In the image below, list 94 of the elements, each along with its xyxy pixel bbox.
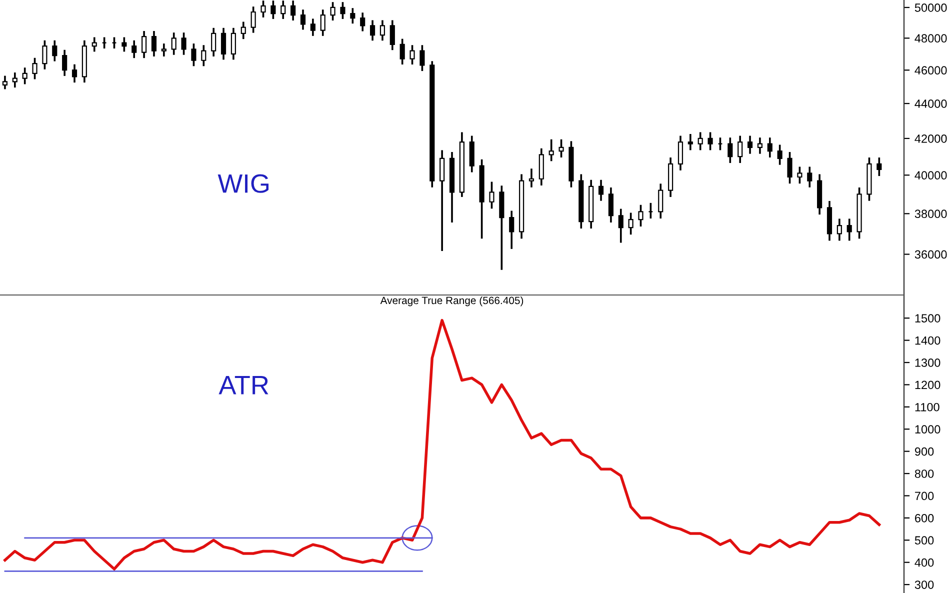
candlestick xyxy=(52,40,58,62)
y-tick-label: 800 xyxy=(914,470,934,478)
y-tick-label: 1300 xyxy=(915,358,940,367)
candlestick xyxy=(151,31,157,56)
candlestick xyxy=(320,10,326,36)
candlestick xyxy=(390,20,395,50)
y-tick-label: 36000 xyxy=(914,250,947,259)
candlestick xyxy=(807,166,812,188)
annotation: WIG xyxy=(218,174,268,193)
candlestick xyxy=(32,58,38,80)
candlestick xyxy=(290,0,296,20)
candlestick xyxy=(777,144,782,165)
candlestick xyxy=(2,76,8,90)
y-tick-label: 1400 xyxy=(915,336,940,345)
candlestick xyxy=(767,138,772,158)
candlestick xyxy=(340,2,346,19)
candlestick xyxy=(191,44,196,66)
candlestick xyxy=(240,22,246,40)
y-tick-label: 1500 xyxy=(915,314,940,322)
y-tick-label: 46000 xyxy=(914,66,947,75)
candlestick xyxy=(558,139,564,158)
candlestick xyxy=(598,180,604,201)
candlestick xyxy=(728,138,733,163)
candlestick xyxy=(22,68,28,84)
candlestick xyxy=(350,8,356,24)
candlestick xyxy=(678,136,684,170)
candlestick xyxy=(260,0,266,18)
candlestick xyxy=(489,182,494,209)
y-tick-label: 50000 xyxy=(914,4,947,12)
candlestick xyxy=(220,28,226,60)
candlestick xyxy=(608,187,614,222)
candlestick xyxy=(708,132,713,150)
candlestick xyxy=(370,20,376,41)
y-tick-label: 40000 xyxy=(914,171,947,180)
candlestick xyxy=(142,31,147,58)
candlestick xyxy=(876,157,882,176)
y-tick-label: 1000 xyxy=(915,425,940,434)
candlestick xyxy=(757,138,762,154)
candlestick xyxy=(628,212,634,235)
candlestick xyxy=(161,44,166,56)
candlestick xyxy=(797,166,802,184)
candlestick xyxy=(280,0,286,19)
candlestick xyxy=(132,40,137,58)
candlestick xyxy=(62,50,68,76)
candlestick xyxy=(787,152,792,184)
candlestick xyxy=(92,37,97,52)
candlestick xyxy=(548,139,554,162)
y-tick-label: 500 xyxy=(914,536,934,545)
candlestick xyxy=(528,168,534,188)
y-tick-label: 300 xyxy=(914,580,934,589)
candlestick xyxy=(420,45,425,72)
candlestick xyxy=(72,64,78,83)
candlestick xyxy=(738,136,743,163)
candlestick xyxy=(250,6,256,33)
candlestick xyxy=(638,204,644,227)
y-tick-label: 1200 xyxy=(915,380,940,390)
candlestick xyxy=(846,218,852,241)
candlestick xyxy=(42,40,48,70)
y-tick-label: 700 xyxy=(915,492,934,500)
candlestick xyxy=(380,20,386,41)
candlestick xyxy=(509,210,514,249)
annotation: ATR xyxy=(218,376,268,394)
candlestick xyxy=(330,2,336,20)
chart-title: Average True Range (566.405) xyxy=(380,296,524,306)
candlestick xyxy=(688,134,693,150)
candlestick xyxy=(211,28,216,56)
candlestick xyxy=(270,0,276,19)
candlestick xyxy=(618,208,624,243)
y-tick-label: 400 xyxy=(914,558,934,567)
candlestick xyxy=(410,45,415,65)
line-series xyxy=(4,318,881,570)
y-tick-label: 42000 xyxy=(914,134,947,143)
candlestick xyxy=(12,72,18,88)
candlestick xyxy=(181,32,186,55)
candlestick xyxy=(698,132,703,150)
candlestick xyxy=(836,218,842,241)
y-tick-label: 1100 xyxy=(915,402,940,412)
y-tick-label: 38000 xyxy=(914,210,947,218)
candlestick xyxy=(400,38,405,65)
y-tick-label: 44000 xyxy=(914,100,947,108)
candlestick xyxy=(310,18,316,36)
candlestick xyxy=(658,184,664,219)
candlestick xyxy=(230,28,236,60)
candlestick xyxy=(171,32,176,55)
y-tick-label: 48000 xyxy=(914,34,947,43)
candlestick xyxy=(122,37,127,52)
candlestick xyxy=(440,150,445,252)
candlestick xyxy=(747,136,753,154)
y-tick-label: 600 xyxy=(915,514,934,522)
candlestick xyxy=(201,45,206,66)
candlestick xyxy=(469,136,474,172)
candlestick xyxy=(300,10,306,30)
y-tick-label: 900 xyxy=(914,447,934,456)
candlestick xyxy=(360,12,366,32)
